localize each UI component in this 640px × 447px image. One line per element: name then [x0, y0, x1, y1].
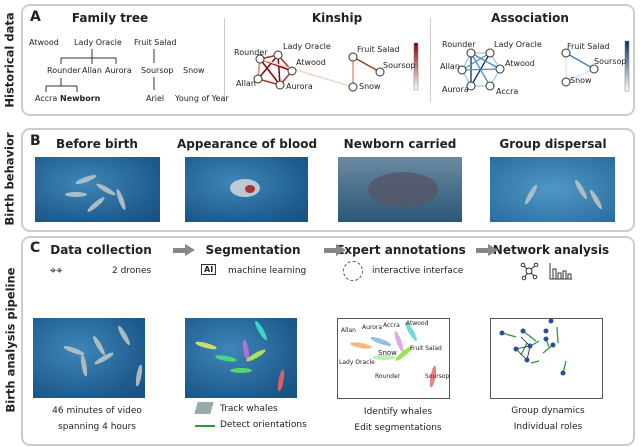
stage-title: Before birth [56, 137, 138, 151]
whale-label: Aurora [362, 324, 383, 331]
whale-label: Fruit Salad [410, 345, 442, 352]
stage-title: Appearance of blood [176, 137, 318, 151]
kinship-label: Aurora [286, 82, 313, 91]
kinship-label: Atwood [296, 58, 326, 67]
whale-label: Soursop [425, 373, 450, 380]
divider [430, 18, 431, 102]
drone-video-frame [33, 318, 145, 398]
photo-before-birth [35, 157, 160, 222]
caption: Group dynamics [511, 406, 585, 416]
tree-node: Allan [82, 66, 102, 75]
association-title: Association [491, 11, 569, 25]
ai-chip-icon: AI [201, 264, 217, 275]
association-label: Fruit Salad [567, 42, 610, 51]
kinship-title: Kinship [311, 11, 363, 25]
whale-label: Rounder [375, 373, 401, 380]
association-label: Accra [496, 87, 519, 96]
stage-title: Newborn carried [343, 137, 457, 151]
family-tree-lines [45, 49, 155, 92]
association-colorbar [624, 40, 630, 92]
whale-label: Allan [341, 327, 356, 334]
panel-a [21, 4, 635, 116]
tree-node: Rounder [47, 66, 81, 75]
kinship-colorbar [413, 42, 419, 91]
caption: Individual roles [513, 422, 583, 432]
kinship-label: Fruit Salad [357, 45, 400, 54]
network-analysis-frame [490, 318, 603, 399]
tree-node: Young of Year [175, 94, 229, 103]
tree-node: Aurora [105, 66, 132, 75]
kinship-label: Allan [236, 79, 256, 88]
divider [224, 18, 225, 102]
arrow-orientation-icon [195, 425, 215, 427]
photo-appearance-of-blood [185, 157, 308, 222]
association-label: Rounder [442, 40, 476, 49]
stage-title: Group dispersal [499, 137, 607, 151]
annotation-interface[interactable]: Allan Aurora Accra Atwood Snow Fruit Sal… [337, 318, 450, 399]
panel-letter: C [30, 240, 41, 256]
tree-node: Accra [35, 94, 58, 103]
step-title: Expert annotations [336, 243, 466, 257]
interactive-interface-icon [343, 261, 363, 281]
arrow-right-icon [476, 244, 498, 256]
tree-node-newborn: Newborn [60, 94, 101, 103]
association-label: Lady Oracle [494, 40, 542, 49]
caption: Edit segmentations [354, 423, 442, 433]
step-title: Data collection [50, 243, 152, 257]
tree-node: Fruit Salad [134, 38, 177, 47]
photo-newborn-carried [338, 157, 462, 222]
kinship-label: Soursop [383, 61, 416, 70]
tree-node: Lady Oracle [74, 38, 122, 47]
caption: Track whales [220, 404, 278, 414]
panel-a-graphics [45, 40, 630, 92]
panel-letter: B [30, 133, 41, 149]
step-title: Segmentation [205, 243, 301, 257]
caption: Detect orientations [220, 420, 307, 430]
caption: Identify whales [363, 407, 433, 417]
association-label: Aurora [442, 85, 469, 94]
step-tool: machine learning [228, 266, 307, 276]
row-label-birth-behavior: Birth behavior [3, 132, 17, 226]
association-nodes [457, 48, 599, 91]
photo-group-dispersal [490, 157, 615, 222]
whale-label: Lady Oracle [339, 359, 375, 366]
caption: spanning 4 hours [58, 422, 136, 432]
segmentation-frame [185, 318, 297, 398]
step-tool: 2 drones [112, 266, 152, 276]
panel-letter: A [30, 9, 41, 25]
network-graph [499, 318, 567, 376]
association-label: Allan [440, 62, 460, 71]
kinship-label: Rounder [234, 48, 268, 57]
whale-label: Accra [383, 322, 400, 329]
tree-node: Ariel [146, 94, 165, 103]
association-label: Snow [570, 76, 592, 85]
kinship-nodes [253, 50, 385, 92]
arrow-right-icon [173, 244, 195, 256]
step-tool: interactive interface [372, 266, 464, 276]
track-icon [194, 402, 214, 414]
kinship-label: Snow [359, 82, 381, 91]
arrow-right-icon [324, 244, 346, 256]
family-tree-title: Family tree [71, 11, 149, 25]
caption: 46 minutes of video [52, 406, 142, 416]
association-label: Soursop [594, 57, 627, 66]
kinship-label: Lady Oracle [283, 42, 331, 51]
whale-label: Atwood [406, 320, 429, 327]
whale-label: Snow [378, 349, 397, 357]
tree-node: Atwood [29, 38, 59, 47]
tree-node: Snow [183, 66, 205, 75]
network-chart-icons [520, 262, 572, 281]
association-label: Atwood [505, 59, 535, 68]
tree-node: Soursop [141, 66, 174, 75]
drone-icon: ⌖⌖ [50, 264, 63, 277]
row-label-pipeline: Birth analysis pipeline [3, 267, 17, 413]
step-title: Network analysis [492, 243, 610, 257]
